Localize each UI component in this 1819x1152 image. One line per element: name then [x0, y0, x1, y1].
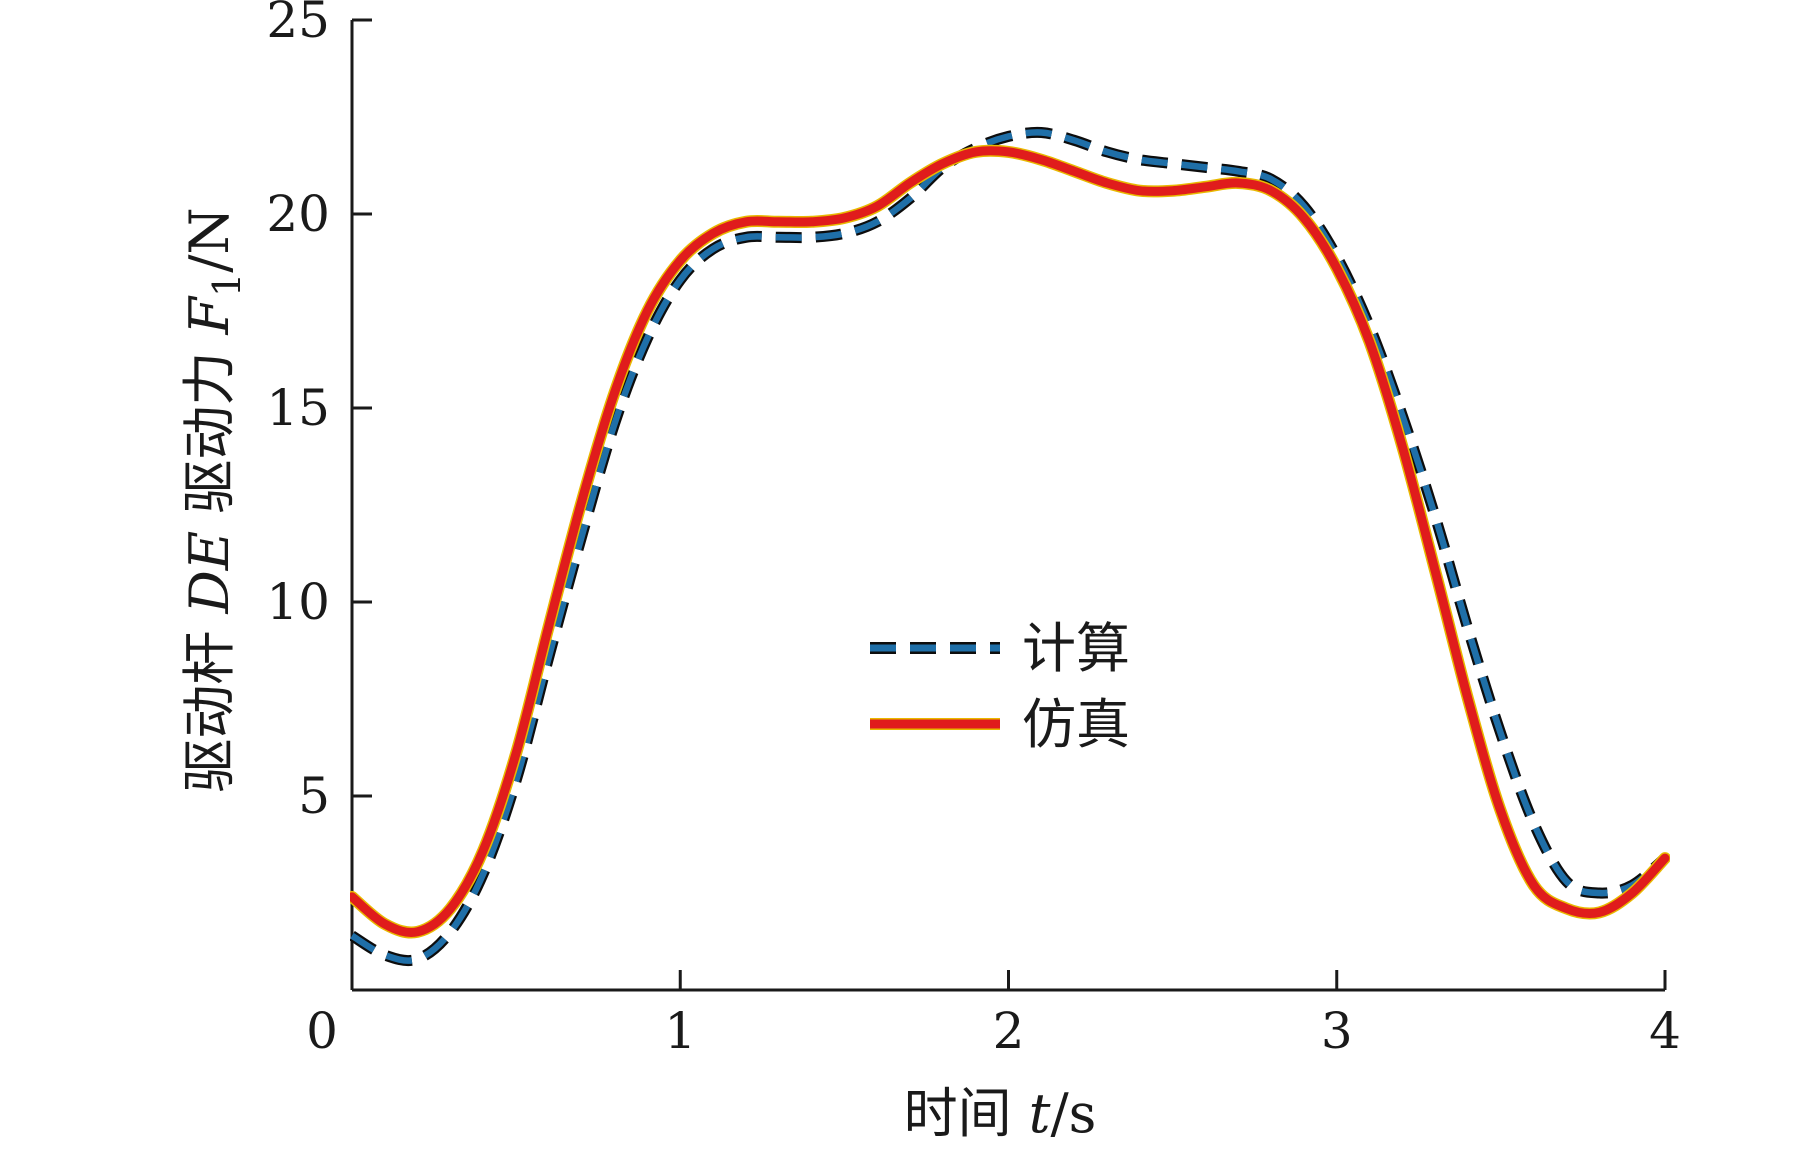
legend-label-calculated: 计算	[1022, 617, 1130, 680]
x-tick-label: 3	[1321, 1002, 1353, 1060]
series-layer	[350, 126, 1670, 967]
y-axis-title: 驱动杆 DE 驱动力 F1/N	[178, 207, 249, 792]
y-axis-title-subscript: 1	[205, 273, 249, 297]
x-tick-label: 2	[993, 1002, 1025, 1060]
y-axis-title-unit: /N	[178, 207, 241, 272]
y-axis-title-var2: F	[178, 294, 241, 335]
x-axis-title: 时间 t/s	[904, 1082, 1097, 1145]
x-axis-title-text: 时间	[904, 1082, 1029, 1145]
y-tick-label: 5	[298, 767, 330, 825]
series-line-outline-0	[350, 126, 1669, 967]
series-line-outline-1	[350, 144, 1670, 939]
y-tick-label: 20	[266, 185, 330, 243]
series-line-0	[350, 129, 1668, 964]
x-tick-label: 4	[1649, 1002, 1681, 1060]
y-axis-ticks: 5 10 15 20 25	[266, 0, 372, 825]
legend-label-simulated: 仿真	[1022, 693, 1130, 756]
x-tick-label: 0	[306, 1002, 338, 1060]
y-axis-title-var1: DE	[178, 531, 241, 615]
y-axis-title-text1: 驱动杆	[178, 614, 241, 793]
legend: 计算 仿真	[870, 617, 1130, 756]
y-tick-label: 15	[266, 379, 330, 437]
x-tick-label: 1	[664, 1002, 696, 1060]
y-tick-label: 25	[266, 0, 330, 49]
y-axis-title-text2: 驱动力	[178, 334, 241, 530]
series-line-1	[350, 146, 1670, 938]
x-axis-title-unit: /s	[1050, 1082, 1096, 1145]
y-tick-label: 10	[266, 573, 330, 631]
x-axis-ticks: 0 1 2 3 4	[306, 970, 1681, 1060]
x-axis-title-var: t	[1029, 1082, 1051, 1145]
